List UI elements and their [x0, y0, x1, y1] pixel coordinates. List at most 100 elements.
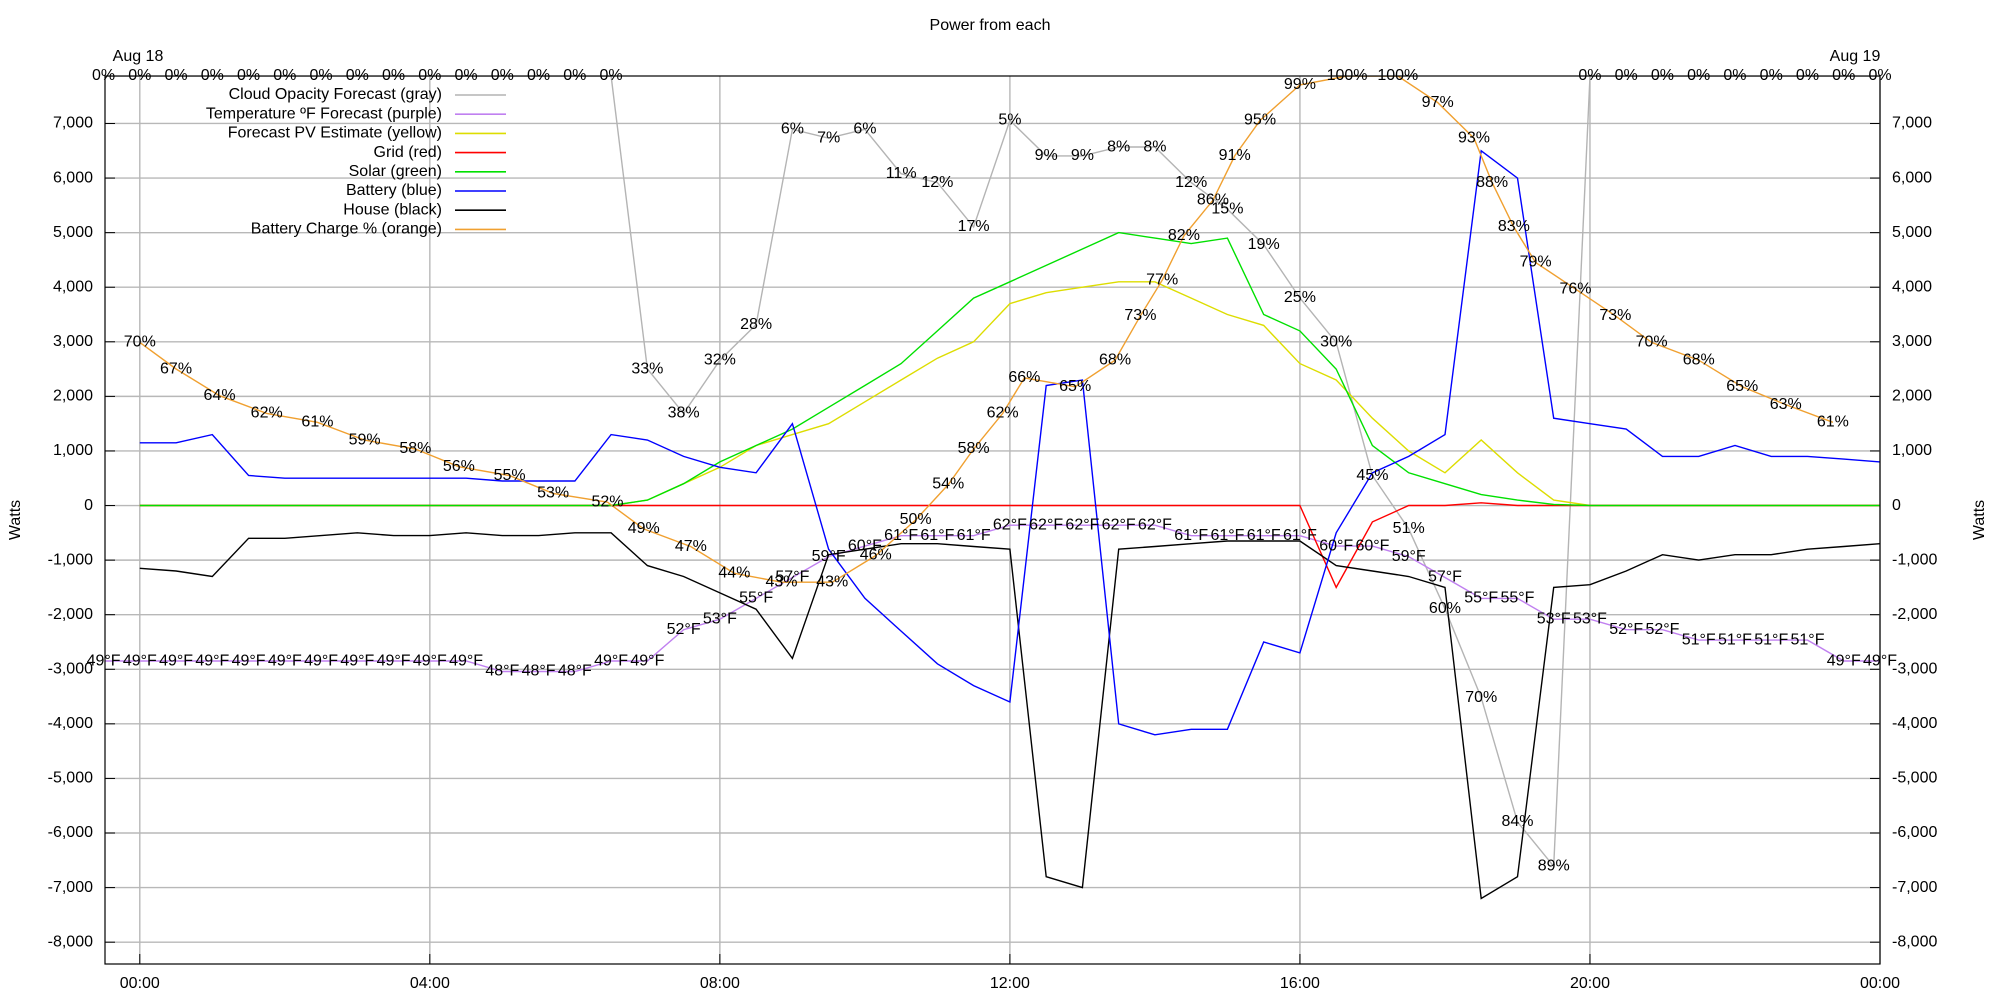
y-tick-label: 7,000: [53, 115, 93, 132]
data-label: 17%: [958, 218, 990, 235]
data-label: 12%: [1175, 174, 1207, 191]
x-tick-label: 00:00: [120, 975, 160, 992]
data-label: 86%: [1197, 192, 1229, 209]
data-label: 61°F: [1174, 527, 1208, 544]
y-tick-label: -4,000: [48, 715, 93, 732]
y-tick-label: 3,000: [53, 333, 93, 350]
x-tick-label: 20:00: [1570, 975, 1610, 992]
data-label: 61°F: [884, 527, 918, 544]
data-label: 89%: [1538, 858, 1570, 875]
data-label: 48°F: [558, 663, 592, 680]
series-line: [139, 532, 1880, 900]
y-tick-label: -1,000: [48, 551, 93, 568]
y-tick-label: -8,000: [48, 933, 93, 950]
data-label: 51°F: [1718, 631, 1752, 648]
y2-tick-label: 6,000: [1892, 169, 1932, 186]
y-tick-label: 5,000: [53, 224, 93, 241]
data-label: 70%: [1465, 689, 1497, 706]
y2-axis-label: Watts: [1971, 500, 1988, 540]
data-label: 52°F: [1609, 621, 1643, 638]
y-tick-label: 0: [84, 497, 93, 514]
data-label: 52°F: [1645, 621, 1679, 638]
x-tick-label: 04:00: [410, 975, 450, 992]
data-label: 62°F: [1102, 516, 1136, 533]
data-label: 61°F: [920, 527, 954, 544]
y-tick-label: 2,000: [53, 388, 93, 405]
data-label: 49°F: [195, 652, 229, 669]
data-label: 88%: [1476, 174, 1508, 191]
data-label: 82%: [1168, 227, 1200, 244]
data-label: 12%: [921, 174, 953, 191]
data-label: 28%: [740, 316, 772, 333]
data-label: 49°F: [304, 652, 338, 669]
data-label: 61%: [301, 414, 333, 431]
data-label: 48°F: [485, 663, 519, 680]
data-label: 77%: [1146, 271, 1178, 288]
y2-tick-label: 2,000: [1892, 388, 1932, 405]
data-label: 55°F: [739, 590, 773, 607]
y2-tick-label: 3,000: [1892, 333, 1932, 350]
data-label: 55°F: [1500, 590, 1534, 607]
data-label: 62°F: [1029, 516, 1063, 533]
legend-label: Battery (blue): [346, 182, 442, 199]
data-label: 6%: [781, 120, 804, 137]
data-label: 95%: [1244, 112, 1276, 129]
x-tick-label: 16:00: [1280, 975, 1320, 992]
data-label: 51°F: [1754, 631, 1788, 648]
data-label: 60°F: [1355, 537, 1389, 554]
grid: -8,000 -8,000 -7,000 -7,000 -6,000 -6,000 -5,0…: [48, 76, 1937, 992]
date-label: Aug 19: [1830, 48, 1881, 65]
data-label: 19%: [1248, 236, 1280, 253]
data-label: 68%: [1099, 351, 1131, 368]
data-label: 57°F: [775, 569, 809, 586]
data-label: 65%: [1726, 378, 1758, 395]
plot-area: [105, 76, 1880, 900]
y2-tick-label: -8,000: [1892, 933, 1937, 950]
x-tick-label: 12:00: [990, 975, 1030, 992]
data-label: 49°F: [123, 652, 157, 669]
legend-label: Forecast PV Estimate (yellow): [228, 125, 442, 142]
data-label: 51%: [1393, 520, 1425, 537]
data-label: 62°F: [993, 516, 1027, 533]
series-line: [139, 76, 1834, 583]
data-label: 56%: [443, 458, 475, 475]
y2-tick-label: 4,000: [1892, 278, 1932, 295]
data-label: 49%: [628, 520, 660, 537]
data-label: 84%: [1501, 813, 1533, 830]
data-label: 43%: [765, 573, 797, 590]
data-label: 53%: [537, 485, 569, 502]
data-label: 49°F: [232, 652, 266, 669]
data-label: 51°F: [1682, 631, 1716, 648]
y-tick-label: -6,000: [48, 824, 93, 841]
data-label: 33%: [631, 360, 663, 377]
y2-tick-label: 5,000: [1892, 224, 1932, 241]
data-label: 61°F: [1247, 527, 1281, 544]
data-label: 70%: [124, 334, 156, 351]
data-label: 11%: [886, 165, 917, 182]
y2-tick-label: -2,000: [1892, 606, 1937, 623]
data-label: 46%: [860, 547, 892, 564]
data-label: 50%: [900, 511, 932, 528]
data-label: 49°F: [268, 652, 302, 669]
data-label: 64%: [204, 387, 236, 404]
data-label: 48°F: [522, 663, 556, 680]
data-label: 62%: [987, 405, 1019, 422]
y2-tick-label: 0: [1892, 497, 1901, 514]
data-label: 25%: [1284, 289, 1316, 306]
data-label: 59%: [349, 431, 381, 448]
y2-tick-label: -6,000: [1892, 824, 1937, 841]
data-label: 49°F: [159, 652, 193, 669]
chart-title: Power from each: [930, 17, 1051, 34]
y-tick-label: -7,000: [48, 879, 93, 896]
data-label: 52°F: [667, 621, 701, 638]
data-label: 53°F: [1573, 610, 1607, 627]
data-label: 63%: [1770, 396, 1802, 413]
data-label: 73%: [1599, 307, 1631, 324]
legend-label: Temperature ºF Forecast (purple): [206, 105, 442, 122]
series-line: [139, 231, 1880, 507]
data-label: 8%: [1107, 138, 1130, 155]
data-label: 61°F: [957, 527, 991, 544]
data-label: 91%: [1219, 147, 1251, 164]
